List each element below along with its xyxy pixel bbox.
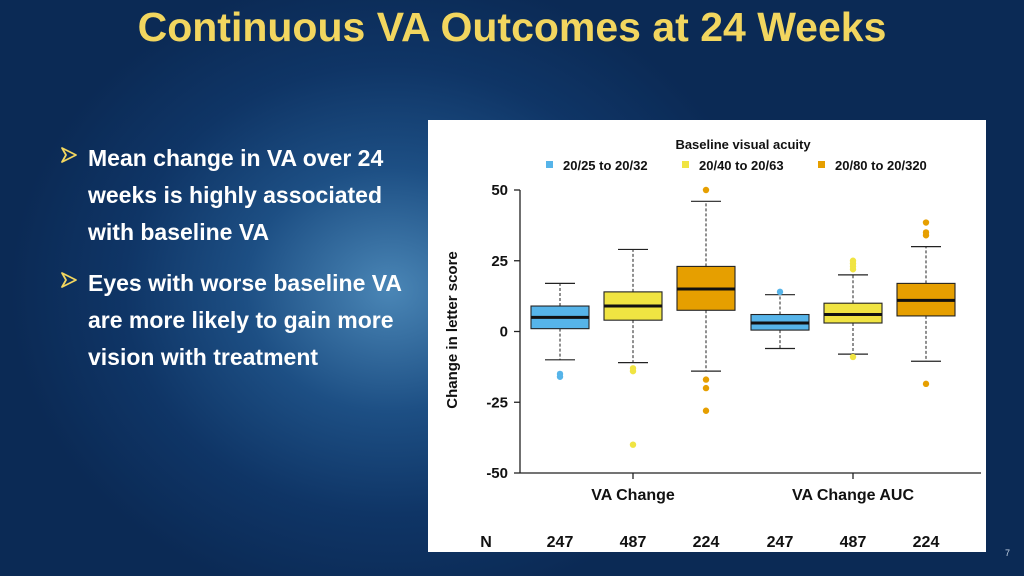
outlier-point: [702, 407, 710, 414]
y-tick-label: 25: [491, 253, 508, 270]
bullet-text: Eyes with worse baseline VA are more lik…: [88, 270, 402, 370]
boxplot-chart-panel: Baseline visual acuity 20/25 to 20/32 20/4…: [428, 120, 986, 552]
outlier-point: [922, 380, 930, 388]
n-value: 247: [547, 534, 574, 551]
page-number: 7: [1004, 548, 1010, 558]
outlier-point: [776, 288, 784, 296]
n-value: 487: [620, 534, 647, 551]
y-axis-label: Change in letter score: [444, 251, 461, 409]
bullet-list: Mean change in VA over 24 weeks is highl…: [60, 140, 405, 390]
outlier-point: [922, 229, 930, 236]
legend-title: Baseline visual acuity: [675, 137, 811, 152]
n-row-label: N: [480, 534, 492, 551]
outlier-point: [849, 353, 857, 361]
n-value: 224: [693, 534, 720, 551]
bullet-item: Mean change in VA over 24 weeks is highl…: [60, 140, 405, 251]
x-group-label: VA Change AUC: [792, 487, 915, 504]
y-tick-label: -50: [486, 465, 508, 482]
outlier-point: [556, 373, 564, 380]
y-tick-label: 0: [500, 324, 508, 341]
outlier-point: [702, 376, 710, 383]
legend-swatch: [818, 161, 825, 168]
boxplot-chart: Baseline visual acuity 20/25 to 20/32 20/4…: [444, 137, 981, 551]
legend-label: 20/25 to 20/32: [563, 158, 648, 173]
outlier-point: [849, 257, 857, 264]
arrow-bullet-icon: [61, 272, 77, 288]
legend-swatch: [546, 161, 553, 168]
bullet-item: Eyes with worse baseline VA are more lik…: [60, 265, 405, 376]
n-value: 224: [913, 534, 940, 551]
outlier-point: [629, 367, 637, 375]
n-value: 247: [767, 534, 794, 551]
bullet-text: Mean change in VA over 24 weeks is highl…: [88, 145, 384, 245]
n-value: 487: [840, 534, 867, 551]
y-tick-label: -25: [486, 394, 508, 411]
legend-label: 20/80 to 20/320: [835, 158, 927, 173]
legend-label: 20/40 to 20/63: [699, 158, 784, 173]
outlier-point: [702, 186, 710, 194]
outlier-point: [702, 384, 710, 392]
legend-swatch: [682, 161, 689, 168]
arrow-bullet-icon: [61, 147, 77, 163]
outlier-point: [629, 441, 637, 448]
slide-title: Continuous VA Outcomes at 24 Weeks: [137, 4, 887, 50]
y-tick-label: 50: [491, 182, 508, 199]
outlier-point: [922, 219, 930, 226]
x-group-label: VA Change: [591, 487, 675, 504]
